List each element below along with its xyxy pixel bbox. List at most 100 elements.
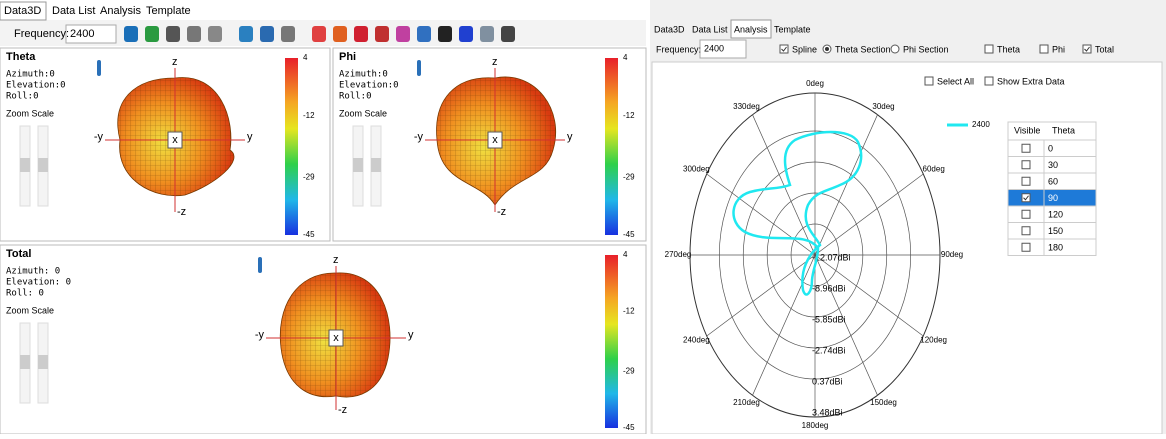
checkbox[interactable] (779, 44, 789, 54)
toolbar-icon[interactable] (281, 26, 295, 42)
checkbox[interactable] (1039, 44, 1049, 54)
frequency-label: Frequency: (14, 28, 69, 40)
checkbox[interactable] (1021, 176, 1031, 186)
checkbox[interactable] (1021, 226, 1031, 236)
tab-active[interactable] (730, 19, 772, 39)
zoom-label: Zoom Scale (6, 305, 54, 315)
axis-label-x: x (172, 134, 178, 146)
polar-spoke (706, 254, 816, 337)
checkbox[interactable] (1021, 242, 1031, 252)
table-header: Theta (1052, 125, 1075, 135)
axis-label-y: y (567, 131, 573, 143)
select-all: Select All (937, 76, 974, 86)
ring-label: 3.48dBi (812, 407, 843, 417)
colorbar-label: -45 (303, 230, 315, 239)
toolbar-icon[interactable] (124, 26, 138, 42)
view-title: Theta (6, 51, 36, 63)
toolbar-icon[interactable] (354, 26, 368, 42)
tab-active[interactable] (0, 1, 47, 21)
toolbar-icon[interactable] (438, 26, 452, 42)
polar-spoke (814, 173, 924, 256)
toolbar-icon[interactable] (459, 26, 473, 42)
table-cell: 150 (1048, 226, 1063, 236)
colorbar-label: -12 (303, 111, 315, 120)
checkbox[interactable] (984, 44, 994, 54)
zoom-thumb[interactable] (38, 355, 48, 369)
axis-label-x: x (492, 134, 498, 146)
toolbar-icon[interactable] (145, 26, 159, 42)
axis-label-neg-y: -y (94, 131, 104, 143)
tab[interactable]: Template (774, 24, 811, 34)
tab[interactable]: Analysis (734, 24, 768, 34)
checkbox[interactable] (1021, 160, 1031, 170)
checkbox[interactable] (984, 76, 994, 86)
toolbar-icon[interactable] (260, 26, 274, 42)
axis-label-y: y (408, 329, 414, 341)
theta-check: Theta (997, 44, 1020, 54)
radio[interactable] (890, 44, 900, 54)
tab[interactable]: Data3D (4, 5, 41, 17)
frequency-combo[interactable] (699, 39, 747, 59)
total-check: Total (1095, 44, 1114, 54)
toolbar-icon[interactable] (208, 26, 222, 42)
zoom-thumb[interactable] (38, 158, 48, 172)
colorbar-label: -29 (623, 367, 635, 376)
view-title: Total (6, 248, 31, 260)
toolbar-icon[interactable] (396, 26, 410, 42)
axis-indicator (258, 257, 262, 273)
zoom-thumb[interactable] (353, 158, 363, 172)
toolbar-icon[interactable] (187, 26, 201, 42)
angle-label: 60deg (923, 165, 945, 174)
toolbar-icon[interactable] (333, 26, 347, 42)
angle-label: 300deg (683, 165, 710, 174)
pattern-curve (732, 130, 863, 296)
zoom-thumb[interactable] (371, 158, 381, 172)
colorbar-label: -29 (623, 172, 635, 181)
checkbox[interactable] (1082, 44, 1092, 54)
ring-label: -8.96dBi (812, 283, 846, 293)
checkbox[interactable] (1021, 193, 1031, 203)
view-info: Azimuth: 0 (6, 267, 60, 277)
frequency-value: 2400 (704, 43, 724, 53)
axis-x-box (487, 131, 503, 149)
phi-section: Phi Section (903, 44, 949, 54)
axis-label-neg-z: -z (497, 206, 506, 218)
table-cell: 120 (1048, 210, 1063, 220)
tab[interactable]: Data List (692, 24, 728, 34)
show-extra: Show Extra Data (997, 76, 1065, 86)
view-info: Elevation: 0 (6, 278, 71, 288)
angle-label: 90deg (941, 250, 963, 259)
zoom-thumb[interactable] (20, 158, 30, 172)
tab[interactable]: Data List (52, 5, 95, 17)
tab[interactable]: Analysis (100, 5, 141, 17)
zoom-thumb[interactable] (20, 355, 30, 369)
checkbox[interactable] (1021, 143, 1031, 153)
frequency-combo[interactable] (65, 24, 117, 44)
toolbar-icon[interactable] (166, 26, 180, 42)
toolbar-icon[interactable] (239, 26, 253, 42)
toolbar-icon[interactable] (312, 26, 326, 42)
axis-label-z: z (492, 56, 498, 68)
legend-label: 2400 (972, 120, 990, 129)
toolbar-icon[interactable] (480, 26, 494, 42)
frequency-value: 2400 (70, 28, 94, 40)
view-info: Elevation:0 (339, 81, 399, 91)
axis-label-neg-z: -z (338, 404, 347, 416)
colorbar-label: -12 (623, 111, 635, 120)
table-cell: 180 (1048, 243, 1063, 253)
view-info: Roll: 0 (6, 289, 44, 299)
checkbox[interactable] (1021, 209, 1031, 219)
tab[interactable]: Data3D (654, 24, 685, 34)
colorbar-label: -29 (303, 172, 315, 181)
colorbar-label: 4 (623, 250, 628, 259)
colorbar-label: -12 (623, 307, 635, 316)
view-title: Phi (339, 51, 356, 63)
toolbar-icon[interactable] (375, 26, 389, 42)
checkbox[interactable] (924, 76, 934, 86)
tab[interactable]: Template (146, 5, 191, 17)
toolbar-icon[interactable] (501, 26, 515, 42)
angle-label: 210deg (733, 398, 760, 407)
axis-label-neg-z: -z (177, 206, 186, 218)
toolbar-icon[interactable] (417, 26, 431, 42)
view-info: Roll:0 (339, 92, 372, 102)
